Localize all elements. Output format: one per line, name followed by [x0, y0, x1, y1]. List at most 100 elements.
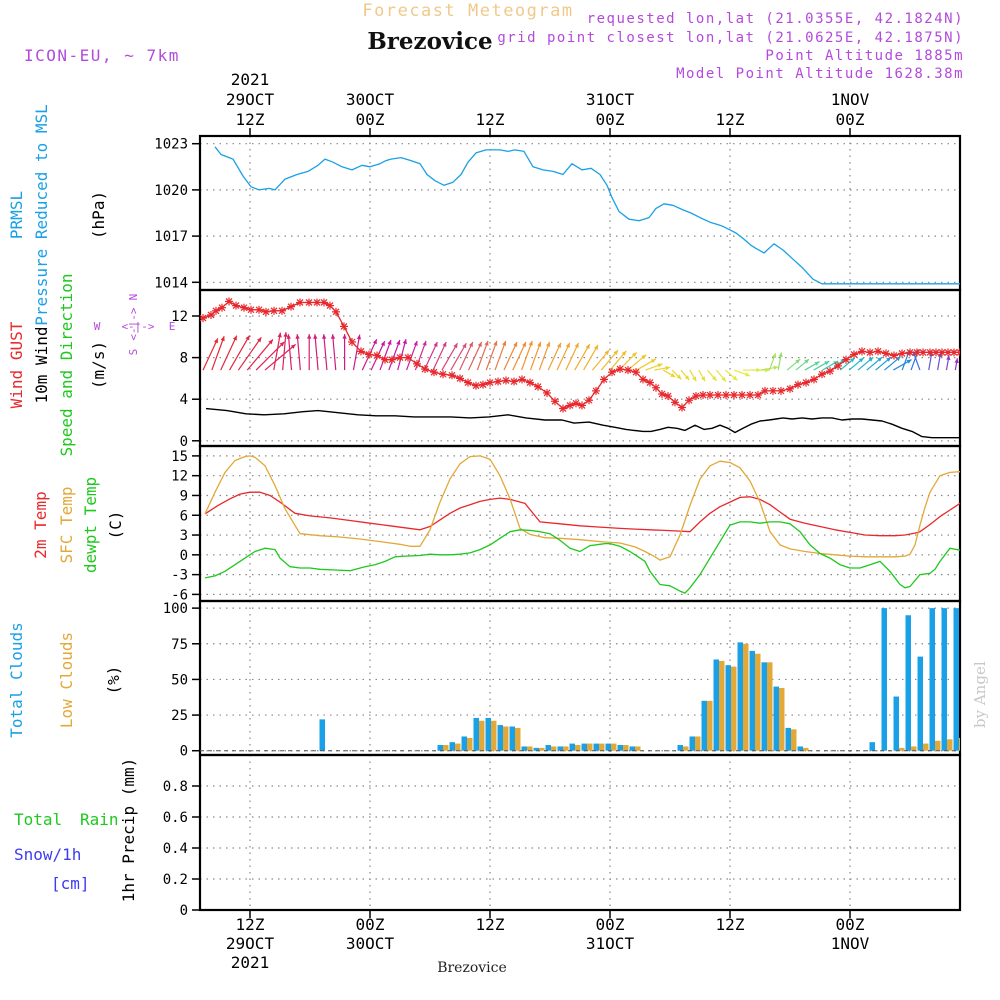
gust-marker-d2: [632, 368, 640, 376]
wind-arrow: [352, 334, 361, 371]
gust-marker-d2: [439, 370, 447, 378]
wind-arrow: [379, 339, 392, 371]
gust-marker: [706, 391, 714, 400]
low-cloud-bar: [707, 700, 713, 751]
wind-arrowhead: [213, 338, 218, 344]
wind-arrowhead: [286, 334, 291, 339]
total-cloud-bar: [713, 659, 719, 751]
wind-arrow: [282, 332, 287, 371]
legend-rain: Rain: [80, 810, 119, 829]
gust-marker-d2: [874, 347, 882, 355]
legend-snow-unit: [cm]: [51, 874, 90, 893]
gust-marker: [365, 350, 373, 359]
gust-marker-d2: [313, 299, 321, 306]
compass-key: N <-|-> S W <-|-> E: [94, 294, 176, 356]
gust-marker: [850, 350, 858, 359]
wind-arrowhead: [513, 341, 518, 347]
wind-arrow: [423, 341, 438, 371]
gust-marker-d2: [200, 314, 207, 322]
total-cloud-bar: [605, 743, 611, 751]
gust-marker-d2: [882, 350, 890, 357]
gust-marker-d2: [608, 368, 616, 376]
gust-marker-d2: [592, 387, 600, 395]
gust-marker-d2: [404, 354, 412, 362]
gust-marker: [510, 377, 518, 386]
total-cloud-bar: [533, 747, 539, 751]
gust-marker-d2: [754, 391, 762, 399]
gust-marker-d2: [559, 405, 567, 412]
total-cloud-bar: [893, 696, 899, 751]
gust-marker: [357, 347, 365, 356]
wind-arrowhead: [462, 343, 467, 349]
wind-arrow: [332, 334, 337, 371]
pressure-label: PRMSL: [7, 191, 26, 239]
pressure-label: Pressure Reduced to MSL: [32, 104, 51, 326]
wind-arrowhead: [556, 342, 561, 348]
gust-marker: [818, 370, 826, 379]
gust-marker: [448, 371, 456, 380]
gust-marker: [225, 297, 233, 306]
wind-arrowhead: [545, 341, 551, 347]
wind-arrow: [529, 341, 542, 371]
model-label: ICON-EU, ~ 7km: [24, 46, 180, 65]
gust-marker-d2: [646, 379, 654, 386]
temp-label: dewpt Temp: [81, 477, 100, 573]
gust-marker: [413, 359, 421, 368]
low-cloud-bar: [803, 747, 809, 751]
gust-marker: [464, 378, 472, 387]
wind-arrowhead: [641, 354, 647, 360]
low-cloud-bar: [779, 687, 785, 751]
cloud-label: Total Clouds: [7, 622, 26, 738]
wind-arrowhead: [442, 341, 447, 347]
gust-marker-d2: [494, 378, 502, 385]
low-cloud-bar: [611, 743, 617, 751]
low-cloud-bar: [935, 740, 941, 751]
gust-marker-d2: [510, 378, 518, 385]
gust-marker: [381, 355, 389, 364]
gust-marker-d2: [320, 299, 328, 306]
gust-marker: [794, 380, 802, 389]
low-cloud-bar: [599, 743, 605, 751]
wind-arrowhead: [256, 337, 262, 343]
gust-marker: [518, 375, 526, 384]
gust-marker-d2: [600, 376, 608, 383]
legend-total: Total: [14, 810, 62, 829]
y-tick-label: 1020: [154, 183, 188, 199]
wind-arrow: [964, 360, 966, 370]
total-cloud-bar: [497, 725, 503, 751]
temp-frame: [198, 444, 962, 603]
y-tick-label: 0.2: [163, 872, 188, 888]
wind-arrow: [237, 336, 262, 371]
gust-marker: [255, 305, 263, 314]
gust-marker: [270, 306, 278, 315]
wind-arrow: [441, 342, 458, 371]
gust-marker: [559, 404, 567, 413]
gust-marker: [632, 368, 640, 377]
gust-marker-d2: [786, 385, 794, 393]
gust-marker-d2: [225, 298, 233, 305]
gust-marker-d2: [738, 391, 746, 399]
gust-marker-d2: [699, 391, 707, 399]
total-cloud-bar: [737, 642, 743, 751]
total-cloud-bar: [689, 736, 695, 751]
bottom-time-label: 2021: [231, 953, 270, 972]
gust-marker-d2: [624, 366, 632, 374]
gust-marker-d2: [348, 338, 356, 346]
low-cloud-bar: [755, 653, 761, 751]
gust-marker-d2: [706, 391, 714, 399]
wind-arrow: [255, 341, 285, 371]
low-cloud-bar: [623, 745, 629, 751]
gust-marker: [882, 349, 890, 358]
gust-marker-d2: [448, 371, 456, 379]
gust-marker: [898, 349, 906, 358]
bottom-time-label: 29OCT: [226, 934, 275, 953]
wind-arrow: [467, 341, 483, 371]
cloud-label: Low Clouds: [57, 632, 76, 728]
top-time-label: 00Z: [596, 110, 625, 129]
wind-arrowhead: [396, 340, 401, 345]
total-cloud-bar: [725, 665, 731, 751]
wind-arrowhead: [232, 335, 237, 341]
gust-marker: [456, 374, 464, 383]
y-tick-label: 100: [163, 601, 188, 617]
